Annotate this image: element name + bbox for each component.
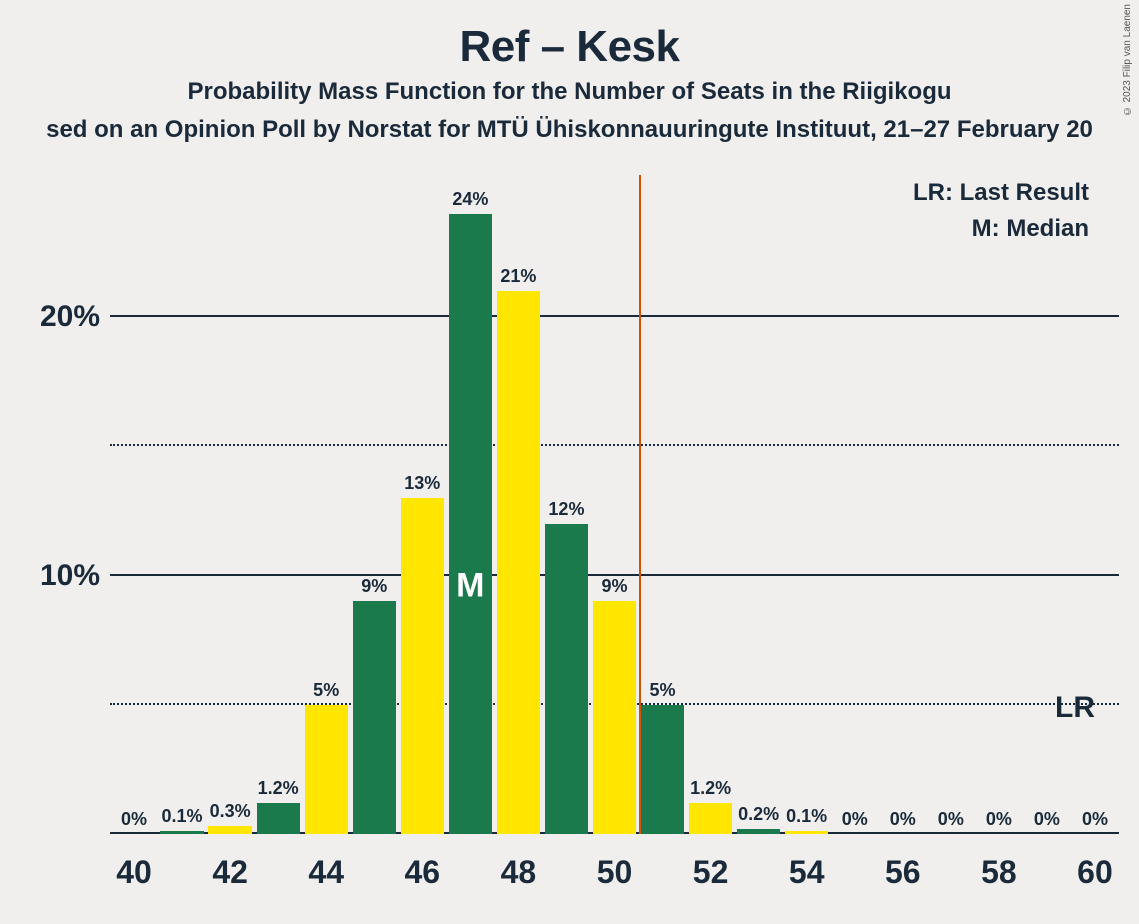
bar: 13%: [401, 498, 444, 834]
bar: 21%: [497, 291, 540, 834]
x-tick-label: 60: [1077, 854, 1113, 891]
y-tick-label: 20%: [40, 300, 110, 334]
bar: 9%: [593, 601, 636, 834]
x-tick-label: 58: [981, 854, 1017, 891]
bars-container: 0%0.1%0.3%1.2%5%9%13%24%M21%12%9%5%1.2%0…: [110, 175, 1119, 834]
bar-value-label: 0%: [842, 809, 868, 834]
bar-value-label: 9%: [361, 576, 387, 601]
x-tick-label: 50: [597, 854, 633, 891]
median-marker: M: [456, 566, 484, 605]
bar-value-label: 0%: [890, 809, 916, 834]
bar-value-label: 0.1%: [162, 806, 203, 831]
bar: 9%: [353, 601, 396, 834]
bar-value-label: 5%: [650, 680, 676, 705]
x-tick-label: 46: [405, 854, 441, 891]
bar-value-label: 24%: [452, 189, 488, 214]
bar-value-label: 1.2%: [690, 778, 731, 803]
bar: 0.1%: [785, 831, 828, 834]
bar-value-label: 9%: [601, 576, 627, 601]
bar: 0.2%: [737, 829, 780, 834]
x-tick-label: 56: [885, 854, 921, 891]
x-tick-label: 42: [212, 854, 248, 891]
chart-subtitle: Probability Mass Function for the Number…: [0, 78, 1139, 106]
bar: 24%M: [449, 214, 492, 834]
bar-value-label: 21%: [500, 266, 536, 291]
y-tick-label: 10%: [40, 559, 110, 593]
bar: 12%: [545, 524, 588, 834]
chart-title: Ref – Kesk: [0, 0, 1139, 72]
bar-value-label: 0.2%: [738, 804, 779, 829]
bar: 5%: [641, 705, 684, 834]
chart-source: sed on an Opinion Poll by Norstat for MT…: [0, 116, 1139, 144]
x-tick-label: 48: [501, 854, 537, 891]
bar-value-label: 0%: [938, 809, 964, 834]
bar-value-label: 0%: [121, 809, 147, 834]
x-tick-label: 52: [693, 854, 729, 891]
bar-value-label: 0%: [1082, 809, 1108, 834]
copyright-text: © 2023 Filip van Laenen: [1122, 4, 1133, 116]
x-tick-label: 40: [116, 854, 152, 891]
x-tick-label: 44: [308, 854, 344, 891]
bar-value-label: 0%: [1034, 809, 1060, 834]
bar-value-label: 5%: [313, 680, 339, 705]
bar: 1.2%: [689, 803, 732, 834]
bar-value-label: 1.2%: [258, 778, 299, 803]
bar-value-label: 0.3%: [210, 801, 251, 826]
chart-area: LR: Last Result M: Median 10%20%LR0%0.1%…: [0, 175, 1139, 924]
bar: 1.2%: [257, 803, 300, 834]
bar-value-label: 0.1%: [786, 806, 827, 831]
bar-value-label: 12%: [548, 499, 584, 524]
bar-value-label: 0%: [986, 809, 1012, 834]
bar: 0.1%: [160, 831, 203, 834]
bar-value-label: 13%: [404, 473, 440, 498]
bar: 5%: [305, 705, 348, 834]
x-axis-labels: 40 42 44 46 48 50 52 54 56 58 60: [110, 854, 1119, 894]
bar: 0.3%: [208, 826, 251, 834]
plot-area: LR: Last Result M: Median 10%20%LR0%0.1%…: [110, 175, 1119, 834]
x-tick-label: 54: [789, 854, 825, 891]
